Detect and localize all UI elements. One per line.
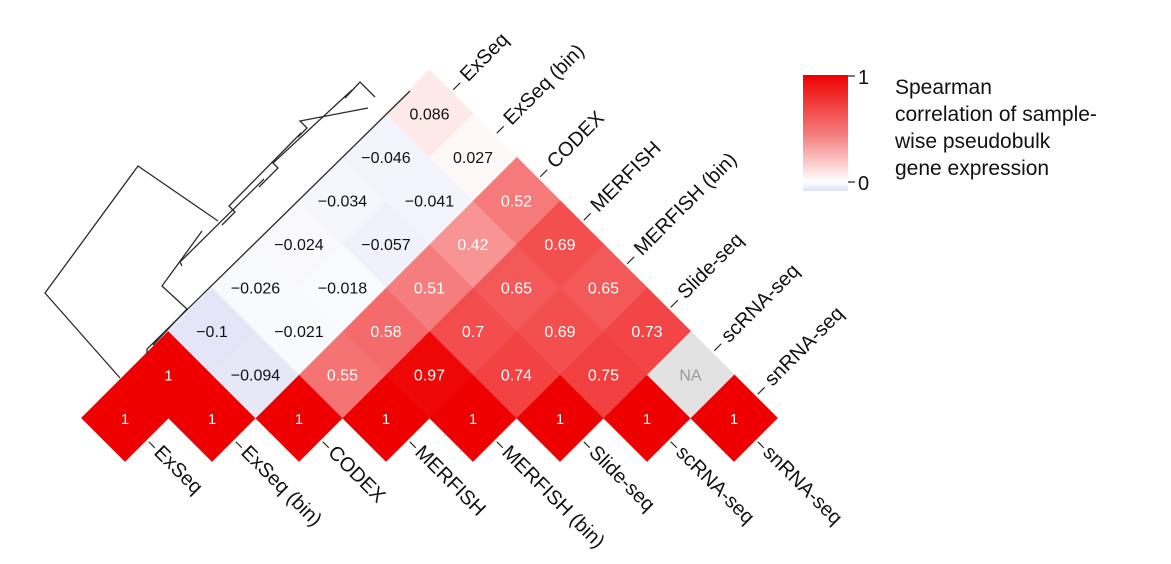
- cell-value-label: 1: [164, 368, 172, 385]
- cell-value-label: 0.73: [631, 324, 662, 341]
- top-tick-mark: [496, 125, 505, 134]
- bottom-tick-mark: [670, 441, 678, 449]
- heatmap-cell: [385, 69, 474, 158]
- bottom-axis-label: ExSeq: [149, 441, 206, 498]
- top-axis-label: snRNA-seq: [760, 303, 848, 391]
- top-tick-mark: [626, 256, 635, 265]
- bottom-axis-label: ExSeq (bin): [236, 441, 325, 530]
- dendrogram-branch: [258, 89, 353, 188]
- top-tick-mark: [713, 343, 722, 352]
- top-tick-mark: [670, 299, 679, 308]
- colorbar-gradient: [803, 75, 848, 191]
- colorbar-tick-label-max: 1: [858, 67, 869, 89]
- cell-value-label: 1: [121, 411, 129, 428]
- dendrogram-branch: [221, 132, 302, 226]
- cell-value-label: 0.65: [501, 281, 532, 298]
- cell-value-label: −0.094: [231, 368, 280, 385]
- colorbar-tick-label-zero: 0: [858, 173, 869, 195]
- cell-value-label: −0.1: [196, 324, 228, 341]
- top-axis-label: scRNA-seq: [717, 260, 804, 347]
- bottom-axis-labels: ExSeq ExSeq (bin)CODEX MERFISH MERFISH (bin…: [149, 441, 846, 552]
- dendrogram-branch: [344, 81, 376, 99]
- top-axis-label: Slide-seq: [673, 229, 748, 304]
- legend-title-line: correlation of sample-: [895, 103, 1097, 126]
- cell-value-label: 1: [556, 411, 564, 428]
- cell-value-label: −0.046: [361, 150, 410, 167]
- cell-value-label: −0.024: [274, 237, 323, 254]
- bottom-axis-label: snRNA-seq: [758, 441, 846, 529]
- top-tick-mark: [452, 82, 461, 91]
- legend-title-line: wise pseudobulk: [895, 130, 1051, 153]
- dendrogram-branch: [44, 165, 219, 379]
- top-axis-label: ExSeq: [456, 29, 513, 86]
- top-tick-mark: [757, 386, 766, 395]
- cell-value-label: 1: [208, 411, 216, 428]
- cell-value-label: 0.7: [462, 324, 484, 341]
- bottom-axis-label: scRNA-seq: [671, 441, 758, 528]
- colorbar: 1 0: [803, 67, 869, 195]
- cell-value-label: −0.057: [361, 237, 410, 254]
- dendrogram: [44, 81, 411, 379]
- bottom-tick-mark: [757, 441, 765, 449]
- cell-value-label: −0.034: [318, 194, 367, 211]
- axis-tick-marks: [148, 82, 766, 449]
- cell-value-label: NA: [679, 368, 702, 385]
- top-axis-label: ExSeq (bin): [499, 40, 588, 129]
- cell-value-label: 0.55: [327, 368, 358, 385]
- top-tick-mark: [583, 212, 592, 221]
- dendrogram-branch: [152, 230, 203, 346]
- cell-value-label: 0.027: [453, 150, 493, 167]
- dendrogram-branch: [146, 90, 411, 354]
- cell-value-label: 0.51: [414, 281, 445, 298]
- cell-value-label: 0.69: [544, 237, 575, 254]
- cell-value-label: 0.086: [409, 107, 449, 124]
- top-axis-label: CODEX: [543, 107, 609, 173]
- dendrogram-branch: [297, 107, 369, 138]
- bottom-tick-mark: [409, 441, 417, 449]
- cell-value-label: −0.018: [318, 281, 367, 298]
- cell-value-label: 0.52: [501, 194, 532, 211]
- heatmap-value-labels: 1 1 1 1 1 1 1 1 1 −0.094 0.55 0.97 0.74 0.75 NA −0.1 −0.…: [121, 107, 738, 429]
- heatmap-cells: [81, 69, 778, 462]
- cell-value-label: −0.026: [231, 281, 280, 298]
- cell-value-label: 1: [643, 411, 651, 428]
- cell-value-label: 1: [382, 411, 390, 428]
- cell-value-label: −0.021: [274, 324, 323, 341]
- top-axis-label: MERFISH: [586, 137, 665, 216]
- legend-title-line: gene expression: [895, 157, 1050, 180]
- colorbar-legend-title: Spearman correlation of sample- wise pse…: [895, 74, 1165, 182]
- bottom-tick-mark: [235, 441, 243, 449]
- bottom-tick-mark: [322, 441, 330, 449]
- cell-value-label: 0.74: [501, 368, 532, 385]
- cell-value-label: 1: [469, 411, 477, 428]
- cell-value-label: 0.97: [414, 368, 445, 385]
- cell-value-label: −0.041: [405, 194, 454, 211]
- cell-value-label: 1: [730, 411, 738, 428]
- bottom-tick-mark: [583, 441, 591, 449]
- cell-value-label: 1: [295, 411, 303, 428]
- top-tick-mark: [539, 169, 548, 178]
- cell-value-label: 0.75: [588, 368, 619, 385]
- cell-value-label: 0.42: [457, 237, 488, 254]
- bottom-tick-mark: [496, 441, 504, 449]
- cell-value-label: 0.58: [370, 324, 401, 341]
- cell-value-label: 0.65: [588, 281, 619, 298]
- legend-title-line: Spearman: [895, 76, 992, 99]
- cell-value-label: 0.69: [544, 324, 575, 341]
- bottom-tick-mark: [148, 441, 156, 449]
- dendrogram-branch: [179, 178, 265, 267]
